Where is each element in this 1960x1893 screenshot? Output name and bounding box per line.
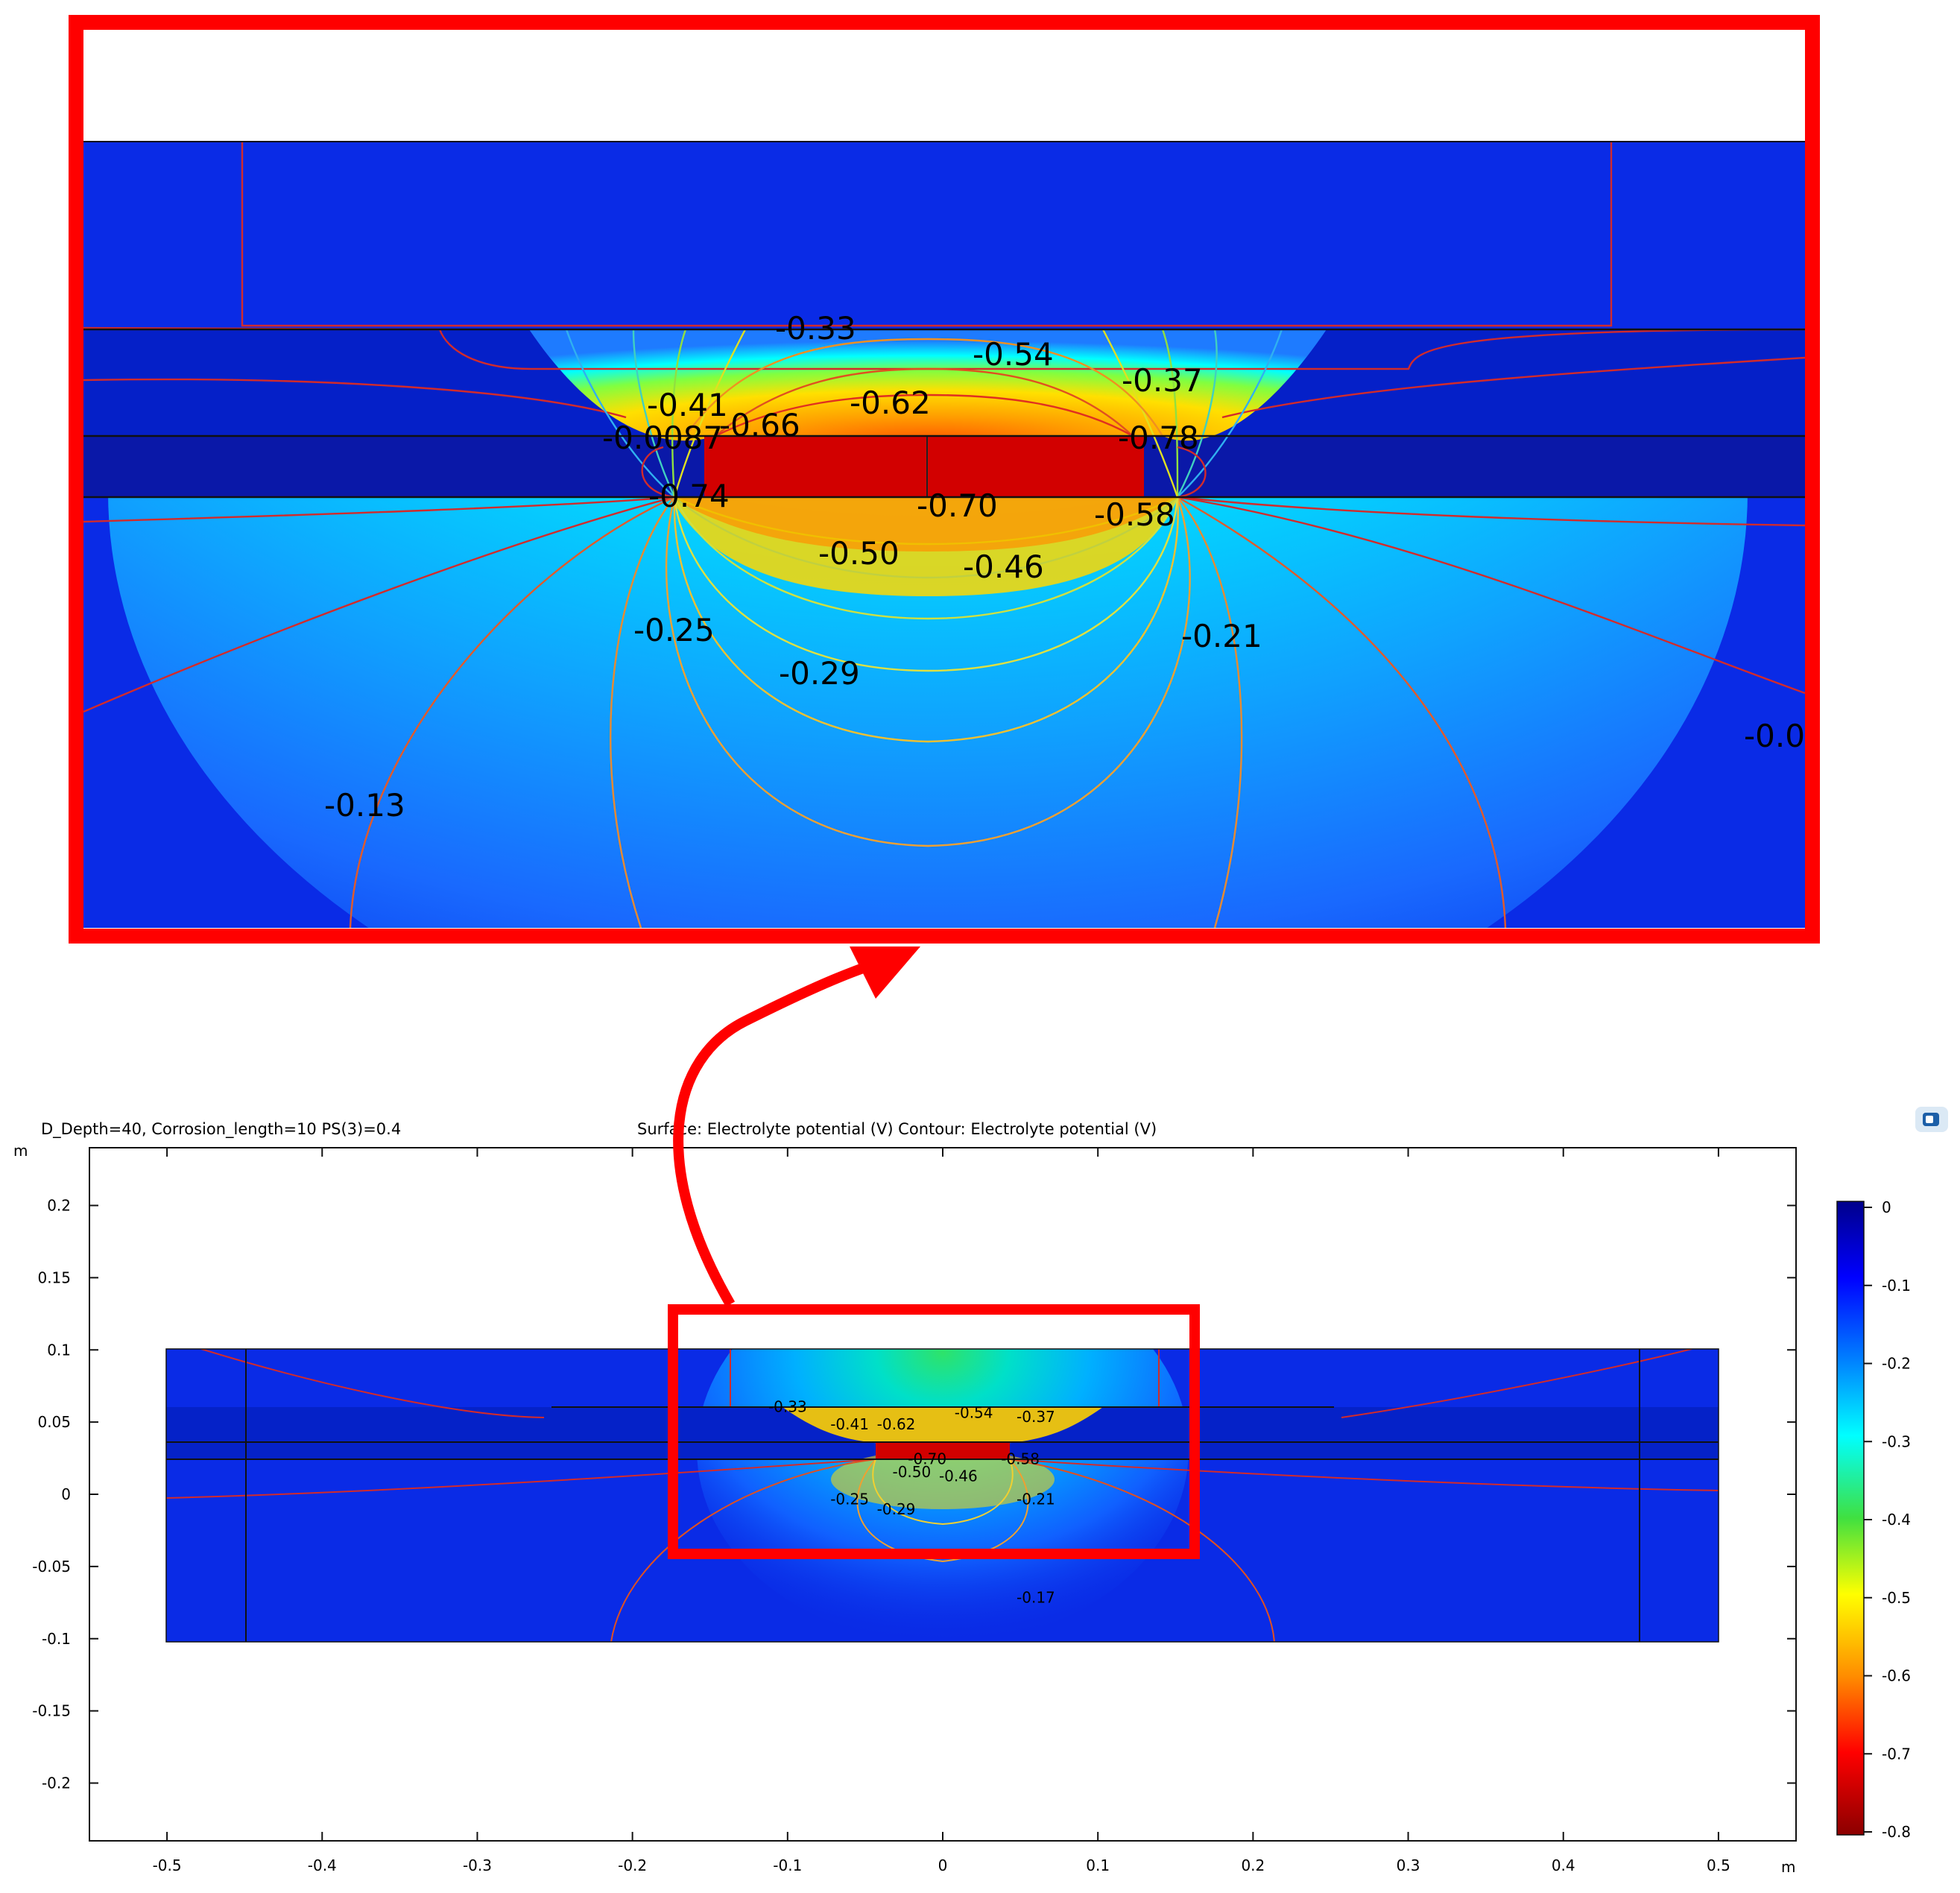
zoom-label-050: -0.50 [818, 535, 900, 572]
main-contour-labels: -0.33 -0.54 -0.37 -0.41 -0.62 -0.70 -0.58 -0.50… [768, 1398, 1055, 1607]
zoom-label-00087: -0.0087 [602, 420, 723, 456]
x-tick-label: -0.4 [308, 1856, 337, 1874]
colorbar-tick-label: -0.6 [1882, 1667, 1911, 1685]
colorbar-tick-label: -0.4 [1882, 1511, 1911, 1529]
main-contour-label: -0.62 [877, 1415, 916, 1433]
x-axis: -0.5 -0.4 -0.3 -0.2 -0.1 0 0.1 0.2 0.3 0.4 0.5 [153, 1148, 1730, 1874]
y-tick-label: -0.15 [32, 1702, 71, 1720]
main-contour-label: -0.17 [1017, 1588, 1055, 1606]
zoom-label-062: -0.62 [850, 385, 931, 421]
y-axis: 0.2 0.15 0.1 0.05 0 -0.05 -0.1 -0.15 -0.2 [32, 1197, 1796, 1792]
x-unit-label: m [1781, 1858, 1795, 1876]
y-tick-label: 0.05 [37, 1413, 71, 1431]
zoom-label-054: -0.54 [973, 336, 1054, 373]
zoom-label-013: -0.13 [324, 787, 405, 824]
x-tick-label: -0.2 [618, 1856, 647, 1874]
view-icon[interactable] [1915, 1107, 1948, 1132]
zoom-label-058: -0.58 [1094, 496, 1175, 533]
zoom-label-041: -0.41 [647, 387, 728, 423]
colorbar-gradient [1836, 1201, 1865, 1836]
y-tick-label: -0.2 [42, 1775, 71, 1792]
main-contour-label: -0.54 [955, 1403, 993, 1421]
x-tick-label: 0.3 [1397, 1856, 1420, 1874]
colorbar-tick-label: -0.2 [1882, 1355, 1911, 1373]
main-contour-label: -0.50 [892, 1463, 931, 1481]
zoom-label-025: -0.25 [633, 612, 715, 648]
anode-zoom [704, 436, 1144, 497]
main-contour-label: -0.37 [1017, 1408, 1055, 1426]
zoom-label-00: -0.0 [1744, 718, 1805, 754]
zoom-highlight-frame [69, 15, 1820, 944]
x-tick-label: 0.2 [1241, 1856, 1265, 1874]
y-tick-label: -0.05 [32, 1558, 71, 1576]
x-tick-label: 0.5 [1707, 1856, 1730, 1874]
header-left-title: D_Depth=40, Corrosion_length=10 PS(3)=0.… [41, 1120, 401, 1139]
y-tick-label: 0.15 [37, 1268, 71, 1286]
main-contour-label: -0.46 [939, 1467, 978, 1485]
main-contour-label: -0.25 [830, 1491, 869, 1508]
x-tick-label: -0.3 [463, 1856, 492, 1874]
main-contour-label: -0.29 [877, 1500, 916, 1518]
zoom-label-033: -0.33 [775, 310, 856, 347]
y-tick-label: 0.2 [47, 1197, 71, 1215]
colorbar-tick-label: -0.3 [1882, 1432, 1911, 1450]
zoom-label-078: -0.78 [1118, 420, 1199, 456]
main-contour-label: -0.58 [1001, 1450, 1040, 1467]
zoom-label-029: -0.29 [779, 655, 860, 692]
colorbar-tick-label: -0.7 [1882, 1745, 1911, 1763]
x-tick-label: 0 [938, 1856, 948, 1874]
zoom-contour-labels: -0.33 -0.54 -0.37 -0.41 -0.66 -0.62 -0.0… [324, 310, 1805, 824]
region-highlight-box [668, 1304, 1200, 1559]
main-contour-label: -0.33 [768, 1398, 807, 1416]
zoom-panel: -0.33 -0.54 -0.37 -0.41 -0.66 -0.62 -0.0… [69, 15, 1820, 944]
zoom-label-021: -0.21 [1181, 618, 1262, 654]
y-unit-label: m [13, 1142, 28, 1160]
zoom-label-037: -0.37 [1122, 362, 1203, 399]
zoom-arrow [673, 952, 897, 1307]
colorbar: 0 -0.1 -0.2 -0.3 -0.4 -0.5 -0.6 -0.7 -0.8 [1836, 1198, 1911, 1841]
x-tick-label: 0.1 [1086, 1856, 1110, 1874]
colorbar-ticks: 0 -0.1 -0.2 -0.3 -0.4 -0.5 -0.6 -0.7 -0.8 [1864, 1198, 1911, 1841]
main-contour-label: -0.70 [908, 1450, 946, 1467]
anode-main [876, 1442, 1010, 1459]
domain-field [166, 1349, 1719, 1642]
zoom-label-046: -0.46 [963, 549, 1044, 585]
main-plot: D_Depth=40, Corrosion_length=10 PS(3)=0.… [13, 946, 1797, 1876]
y-tick-label: 0.1 [47, 1341, 71, 1359]
y-tick-label: -0.1 [42, 1630, 71, 1648]
colorbar-tick-label: -0.5 [1882, 1589, 1911, 1607]
colorbar-tick-label: -0.1 [1882, 1277, 1911, 1295]
arrow-head [850, 946, 920, 999]
header-right-title: Surface: Electrolyte potential (V) Conto… [637, 1120, 1157, 1138]
x-tick-label: 0.4 [1552, 1856, 1575, 1874]
colorbar-tick-label: 0 [1882, 1198, 1891, 1216]
zoom-label-066: -0.66 [719, 407, 800, 443]
colorbar-tick-label: -0.8 [1882, 1823, 1911, 1841]
zoom-label-070: -0.70 [917, 487, 998, 524]
main-contour-label: -0.41 [830, 1415, 869, 1433]
y-tick-label: 0 [61, 1485, 71, 1503]
main-contour-label: -0.21 [1017, 1491, 1055, 1508]
zoom-label-074: -0.74 [648, 478, 730, 514]
x-tick-label: -0.1 [773, 1856, 802, 1874]
zoom-field [83, 142, 1805, 928]
x-tick-label: -0.5 [153, 1856, 182, 1874]
